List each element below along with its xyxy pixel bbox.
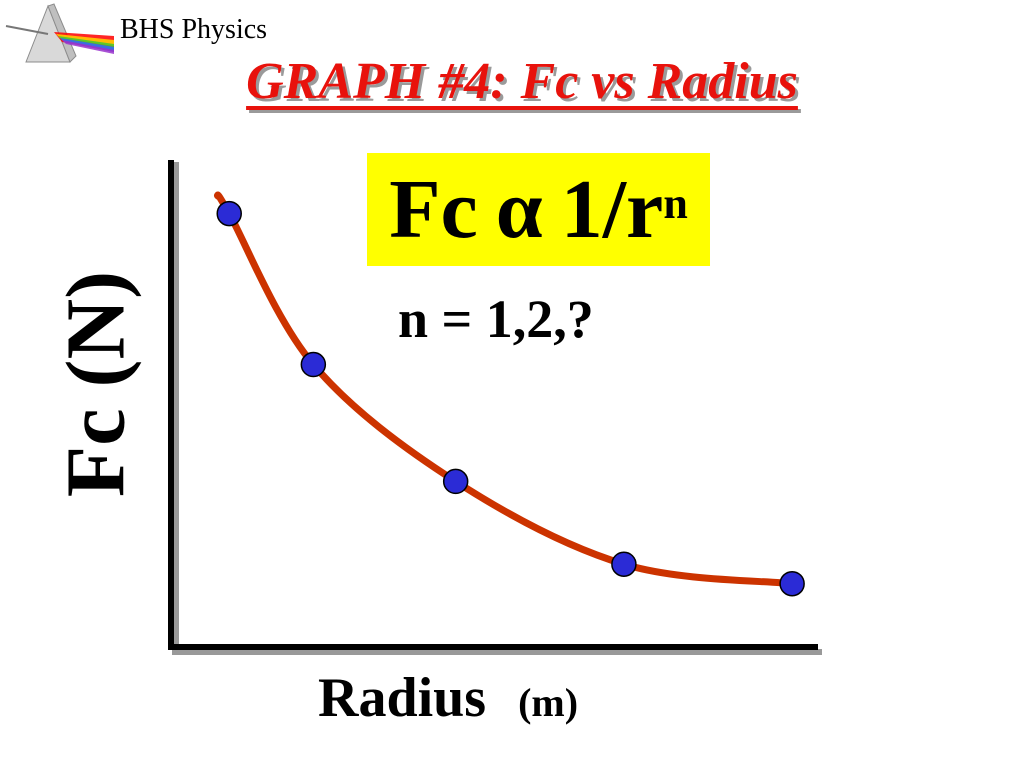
data-point-2 xyxy=(300,351,327,378)
brand-name: BHS Physics xyxy=(120,14,268,45)
data-point-3 xyxy=(442,468,469,495)
y-axis-label: Fc (N) xyxy=(49,270,143,498)
data-point-4 xyxy=(611,551,637,577)
x-axis-label: Radius xyxy=(318,667,487,729)
formula-exponent: n xyxy=(663,179,688,228)
prism-rainbow-icon xyxy=(5,3,114,63)
x-axis-label-group: Radius (m) xyxy=(318,666,578,730)
exponent-note: n = 1,2,? xyxy=(398,289,594,349)
slide-title: GRAPH #4: Fc vs Radius xyxy=(246,53,798,110)
formula-highlight: Fc α 1/r n xyxy=(367,153,710,266)
data-point-5 xyxy=(779,570,805,597)
x-axis-unit: (m) xyxy=(518,680,579,725)
formula-rhs: 1/r xyxy=(560,163,664,256)
formula-main: Fc xyxy=(389,163,478,256)
data-point-1 xyxy=(216,200,242,227)
proportional-symbol: α xyxy=(495,163,543,256)
